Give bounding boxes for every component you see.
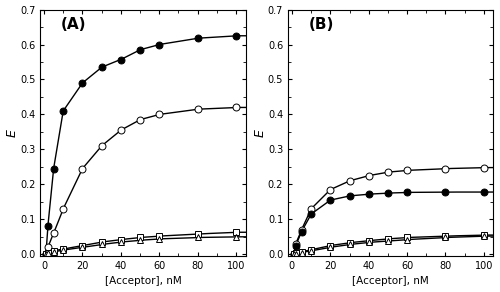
- Y-axis label: E: E: [254, 129, 266, 137]
- X-axis label: [Acceptor], nM: [Acceptor], nM: [352, 277, 429, 286]
- X-axis label: [Acceptor], nM: [Acceptor], nM: [104, 277, 182, 286]
- Text: (B): (B): [308, 17, 334, 32]
- Text: (A): (A): [60, 17, 86, 32]
- Y-axis label: E: E: [6, 129, 18, 137]
